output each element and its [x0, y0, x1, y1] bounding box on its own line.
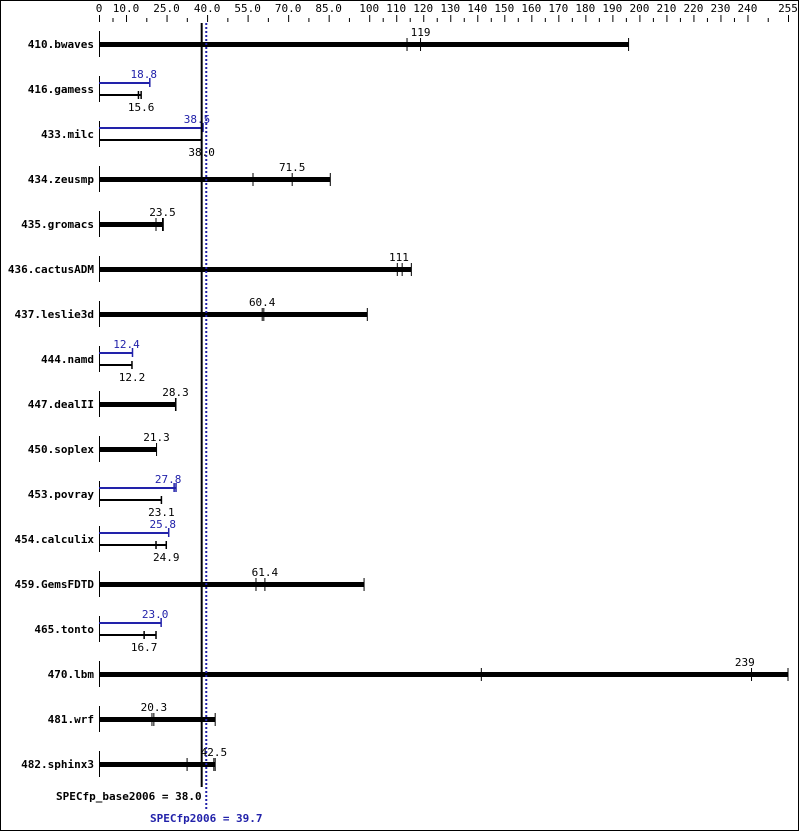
base-value-label: 16.7 — [131, 641, 158, 654]
base-bar — [99, 222, 164, 227]
base-bar — [99, 139, 202, 141]
peak-bar — [99, 127, 204, 129]
axis-tick-label: 190 — [602, 2, 622, 15]
peak-value-label: 18.8 — [131, 68, 158, 81]
base-bar — [99, 762, 216, 767]
axis-tick-label: 160 — [521, 2, 541, 15]
axis-tick-label: 230 — [711, 2, 731, 15]
benchmark-label: 410.bwaves — [28, 38, 94, 51]
peak-value-label: 25.8 — [149, 518, 176, 531]
base-bar — [99, 672, 788, 677]
benchmark-label: 435.gromacs — [21, 218, 94, 231]
base-bar — [99, 499, 162, 501]
base-value-label: 71.5 — [279, 161, 306, 174]
base-bar — [99, 402, 177, 407]
axis-tick-label: 85.0 — [315, 2, 342, 15]
benchmark-label: 453.povray — [28, 488, 95, 501]
peak-value-label: 23.0 — [142, 608, 169, 621]
axis-tick-label: 10.0 — [113, 2, 140, 15]
benchmark-label: 465.tonto — [34, 623, 94, 636]
base-value-label: 28.3 — [162, 386, 189, 399]
base-value-label: 12.2 — [119, 371, 146, 384]
axis-tick-label: 100 — [359, 2, 379, 15]
axis-tick-label: 25.0 — [153, 2, 180, 15]
peak-value-label: 38.5 — [184, 113, 211, 126]
axis-tick-label: 200 — [629, 2, 649, 15]
peak-bar — [99, 532, 169, 534]
axis-tick-label: 40.0 — [194, 2, 221, 15]
axis-tick-label: 110 — [386, 2, 406, 15]
base-bar — [99, 717, 216, 722]
benchmark-label: 437.leslie3d — [15, 308, 94, 321]
base-bar — [99, 447, 157, 452]
axis-tick-label: 55.0 — [234, 2, 261, 15]
base-bar — [99, 42, 629, 47]
benchmark-label: 416.gamess — [28, 83, 94, 96]
base-bar — [99, 267, 412, 272]
benchmark-label: 436.cactusADM — [8, 263, 94, 276]
peak-bar — [99, 82, 150, 84]
axis-tick-label: 140 — [467, 2, 487, 15]
base-bar — [99, 364, 132, 366]
base-bar — [99, 544, 167, 546]
axis-tick-label: 120 — [413, 2, 433, 15]
axis-tick-label: 220 — [683, 2, 703, 15]
benchmark-label: 470.lbm — [48, 668, 95, 681]
base-bar — [99, 94, 142, 96]
axis-tick-label: 170 — [548, 2, 568, 15]
axis-tick-label: 210 — [656, 2, 676, 15]
base-bar — [99, 312, 368, 317]
benchmark-label: 433.milc — [41, 128, 94, 141]
benchmark-label: 454.calculix — [15, 533, 95, 546]
benchmark-label: 444.namd — [41, 353, 94, 366]
axis-tick-label: 240 — [738, 2, 758, 15]
base-summary-label: SPECfp_base2006 = 38.0 — [56, 790, 202, 803]
base-value-label: 60.4 — [249, 296, 276, 309]
base-bar — [99, 634, 157, 636]
peak-bar — [99, 622, 162, 624]
axis-tick-label: 0 — [96, 2, 103, 15]
axis-tick-label: 255 — [778, 2, 798, 15]
benchmark-label: 459.GemsFDTD — [15, 578, 95, 591]
base-value-label: 20.3 — [141, 701, 168, 714]
base-value-label: 15.6 — [128, 101, 155, 114]
base-value-label: 111 — [389, 251, 409, 264]
base-bar — [99, 177, 331, 182]
base-value-label: 61.4 — [252, 566, 279, 579]
benchmark-label: 434.zeusmp — [28, 173, 95, 186]
base-value-label: 119 — [411, 26, 431, 39]
peak-bar — [99, 487, 177, 489]
base-value-label: 23.1 — [148, 506, 175, 519]
base-value-label: 21.3 — [143, 431, 170, 444]
peak-summary-label: SPECfp2006 = 39.7 — [150, 812, 263, 825]
axis-tick-label: 180 — [575, 2, 595, 15]
benchmark-label: 481.wrf — [48, 713, 94, 726]
benchmark-label: 450.soplex — [28, 443, 95, 456]
benchmark-label: 447.dealII — [28, 398, 94, 411]
axis-tick-label: 70.0 — [275, 2, 302, 15]
peak-bar — [99, 352, 133, 354]
peak-value-label: 12.4 — [113, 338, 140, 351]
peak-value-label: 27.8 — [155, 473, 182, 486]
base-bar — [99, 582, 365, 587]
axis-tick-label: 130 — [440, 2, 460, 15]
base-value-label: 42.5 — [201, 746, 228, 759]
benchmark-label: 482.sphinx3 — [21, 758, 94, 771]
base-value-label: 23.5 — [149, 206, 176, 219]
base-value-label: 239 — [735, 656, 755, 669]
axis-tick-label: 150 — [494, 2, 514, 15]
base-value-label: 24.9 — [153, 551, 180, 564]
